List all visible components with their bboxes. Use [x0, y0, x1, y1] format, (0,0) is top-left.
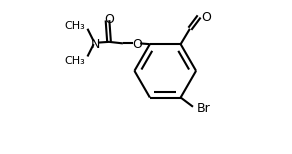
Text: O: O [132, 38, 142, 51]
Text: Br: Br [197, 102, 211, 115]
Text: N: N [91, 38, 100, 51]
Text: O: O [104, 13, 114, 26]
Text: O: O [201, 11, 211, 24]
Text: CH₃: CH₃ [65, 56, 85, 66]
Text: CH₃: CH₃ [65, 21, 85, 31]
